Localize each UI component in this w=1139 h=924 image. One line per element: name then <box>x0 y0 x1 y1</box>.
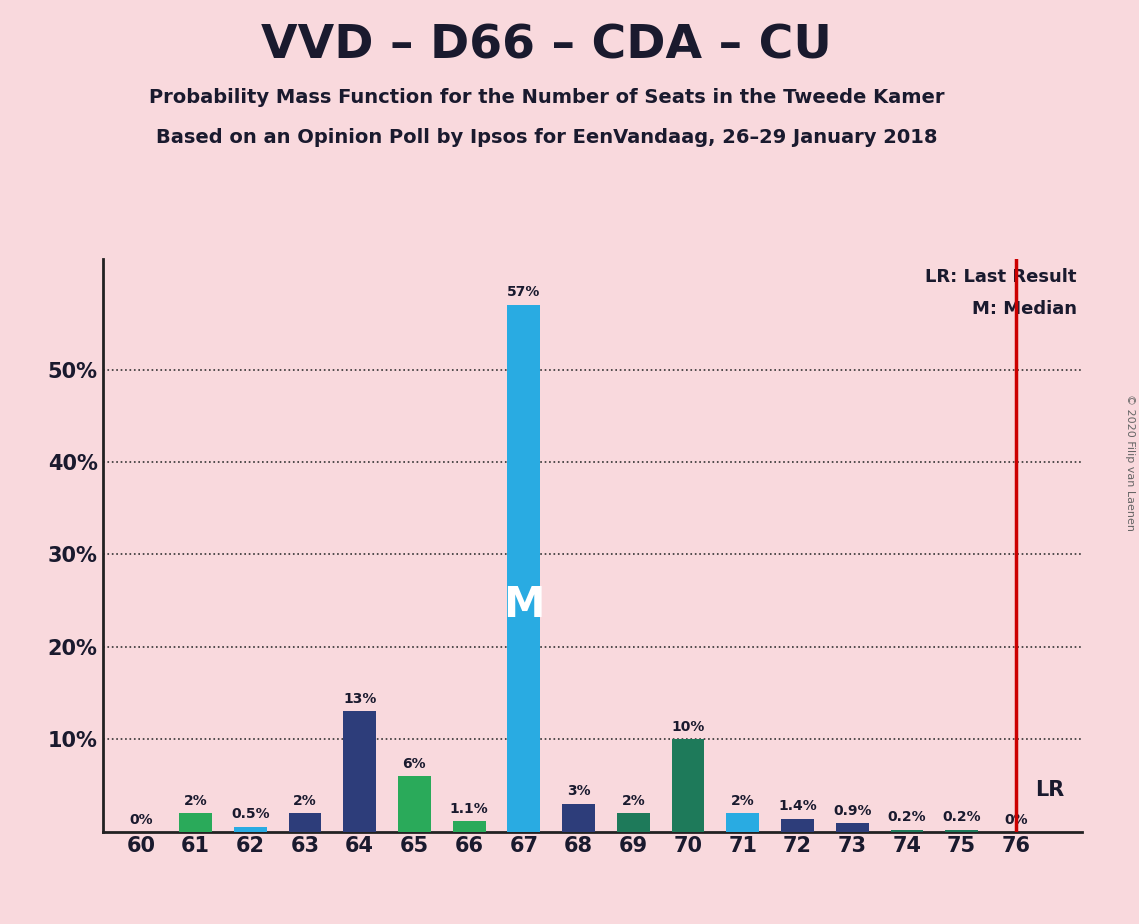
Bar <box>452 821 485 832</box>
Bar <box>781 819 814 832</box>
Text: 57%: 57% <box>507 286 541 299</box>
Text: Probability Mass Function for the Number of Seats in the Tweede Kamer: Probability Mass Function for the Number… <box>149 88 944 107</box>
Text: 0%: 0% <box>1005 813 1029 827</box>
Text: 13%: 13% <box>343 692 376 706</box>
Text: 0.9%: 0.9% <box>833 804 871 818</box>
Text: 10%: 10% <box>671 720 705 734</box>
Text: 2%: 2% <box>293 794 317 808</box>
Bar <box>891 830 924 832</box>
Bar <box>836 823 869 832</box>
Text: M: Median: M: Median <box>972 300 1076 318</box>
Text: 0.5%: 0.5% <box>231 808 270 821</box>
Bar <box>617 813 649 832</box>
Text: 3%: 3% <box>567 784 590 798</box>
Text: 2%: 2% <box>731 794 755 808</box>
Text: 2%: 2% <box>622 794 645 808</box>
Bar <box>233 827 267 832</box>
Bar <box>288 813 321 832</box>
Text: VVD – D66 – CDA – CU: VVD – D66 – CDA – CU <box>261 23 833 68</box>
Text: M: M <box>503 584 544 626</box>
Text: 0.2%: 0.2% <box>887 810 926 824</box>
Bar <box>672 739 704 832</box>
Text: 2%: 2% <box>183 794 207 808</box>
Text: 1.4%: 1.4% <box>778 799 817 813</box>
Bar <box>563 804 595 832</box>
Text: LR: LR <box>1035 780 1065 800</box>
Text: 0%: 0% <box>129 813 153 827</box>
Bar <box>343 711 376 832</box>
Text: 6%: 6% <box>402 757 426 771</box>
Bar <box>727 813 760 832</box>
Bar <box>945 830 978 832</box>
Bar <box>398 776 431 832</box>
Text: © 2020 Filip van Laenen: © 2020 Filip van Laenen <box>1125 394 1134 530</box>
Text: LR: Last Result: LR: Last Result <box>925 268 1076 286</box>
Text: 0.2%: 0.2% <box>942 810 981 824</box>
Bar <box>179 813 212 832</box>
Text: 1.1%: 1.1% <box>450 802 489 816</box>
Bar <box>508 305 540 832</box>
Text: Based on an Opinion Poll by Ipsos for EenVandaag, 26–29 January 2018: Based on an Opinion Poll by Ipsos for Ee… <box>156 128 937 147</box>
